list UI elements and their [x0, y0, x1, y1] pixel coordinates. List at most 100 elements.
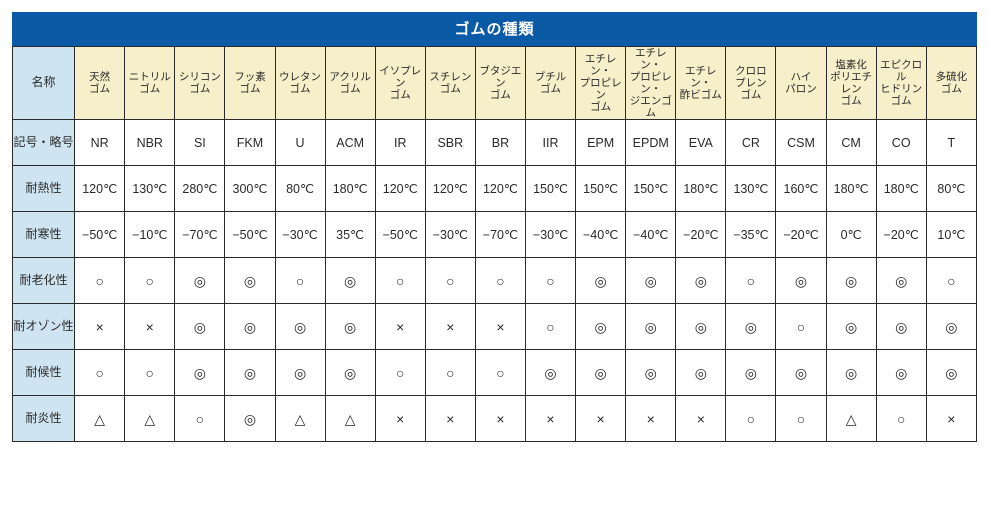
column-header: 多硫化ゴム	[926, 47, 976, 120]
column-header: クロロプレンゴム	[726, 47, 776, 120]
table-cell: −30℃	[525, 212, 575, 258]
table-cell: EPM	[576, 120, 626, 166]
table-cell: BR	[475, 120, 525, 166]
table-cell: ×	[576, 396, 626, 442]
table-cell: −40℃	[626, 212, 676, 258]
table-cell: ○	[926, 258, 976, 304]
table-row: 記号・略号NRNBRSIFKMUACMIRSBRBRIIREPMEPDMEVAC…	[13, 120, 977, 166]
table-cell: ◎	[225, 396, 275, 442]
table-cell: ◎	[926, 350, 976, 396]
table-cell: ◎	[275, 350, 325, 396]
table-cell: −50℃	[75, 212, 125, 258]
table-cell: −40℃	[576, 212, 626, 258]
table-cell: ×	[425, 396, 475, 442]
table-cell: CR	[726, 120, 776, 166]
table-cell: SI	[175, 120, 225, 166]
table-cell: 35℃	[325, 212, 375, 258]
table-cell: 0℃	[826, 212, 876, 258]
table-cell: ◎	[776, 258, 826, 304]
table-cell: −35℃	[726, 212, 776, 258]
column-header: シリコンゴム	[175, 47, 225, 120]
table-cell: ACM	[325, 120, 375, 166]
column-header: 天然ゴム	[75, 47, 125, 120]
table-cell: ○	[425, 350, 475, 396]
table-cell: ◎	[576, 350, 626, 396]
table-cell: ○	[876, 396, 926, 442]
table-cell: SBR	[425, 120, 475, 166]
table-cell: ◎	[676, 304, 726, 350]
table-cell: ×	[125, 304, 175, 350]
table-cell: ×	[375, 396, 425, 442]
table-cell: ◎	[175, 350, 225, 396]
table-cell: −20℃	[876, 212, 926, 258]
column-header: アクリルゴム	[325, 47, 375, 120]
table-cell: ◎	[826, 350, 876, 396]
table-cell: 180℃	[676, 166, 726, 212]
table-row: 耐寒性−50℃−10℃−70℃−50℃−30℃35℃−50℃−30℃−70℃−3…	[13, 212, 977, 258]
table-cell: ×	[75, 304, 125, 350]
row-header: 耐熱性	[13, 166, 75, 212]
table-cell: 300℃	[225, 166, 275, 212]
table-cell: 80℃	[275, 166, 325, 212]
table-cell: ×	[475, 396, 525, 442]
table-cell: FKM	[225, 120, 275, 166]
table-cell: △	[275, 396, 325, 442]
table-cell: △	[125, 396, 175, 442]
table-cell: ◎	[576, 304, 626, 350]
row-header: 耐寒性	[13, 212, 75, 258]
row-header: 耐老化性	[13, 258, 75, 304]
row-header: 耐候性	[13, 350, 75, 396]
table-cell: ◎	[676, 350, 726, 396]
table-cell: ×	[425, 304, 475, 350]
table-cell: IIR	[525, 120, 575, 166]
table-cell: ×	[926, 396, 976, 442]
table-cell: ◎	[726, 304, 776, 350]
table-cell: 130℃	[125, 166, 175, 212]
table-cell: −20℃	[776, 212, 826, 258]
table-cell: ○	[525, 304, 575, 350]
table-cell: NBR	[125, 120, 175, 166]
table-cell: ○	[125, 350, 175, 396]
table-row: 耐熱性120℃130℃280℃300℃80℃180℃120℃120℃120℃15…	[13, 166, 977, 212]
table-cell: ◎	[726, 350, 776, 396]
table-cell: 150℃	[525, 166, 575, 212]
table-cell: ◎	[826, 304, 876, 350]
table-cell: 130℃	[726, 166, 776, 212]
table-cell: ○	[375, 350, 425, 396]
table-cell: 120℃	[475, 166, 525, 212]
column-header: エチレン・プロピレンゴム	[576, 47, 626, 120]
table-cell: ◎	[626, 304, 676, 350]
table-cell: ◎	[876, 304, 926, 350]
table-cell: ◎	[325, 304, 375, 350]
title-text: ゴムの種類	[454, 21, 534, 38]
table-cell: 120℃	[375, 166, 425, 212]
table-cell: 180℃	[826, 166, 876, 212]
table-cell: −70℃	[475, 212, 525, 258]
table-cell: U	[275, 120, 325, 166]
corner-cell: 名称	[13, 47, 75, 120]
table-cell: ○	[776, 304, 826, 350]
row-header: 耐炎性	[13, 396, 75, 442]
table-cell: ◎	[175, 304, 225, 350]
table-cell: 160℃	[776, 166, 826, 212]
column-header: フッ素ゴム	[225, 47, 275, 120]
table-row: 耐オゾン性××◎◎◎◎×××○◎◎◎◎○◎◎◎	[13, 304, 977, 350]
column-header: ウレタンゴム	[275, 47, 325, 120]
table-cell: −70℃	[175, 212, 225, 258]
table-cell: CM	[826, 120, 876, 166]
column-header: ニトリルゴム	[125, 47, 175, 120]
table-cell: ○	[375, 258, 425, 304]
table-cell: ◎	[275, 304, 325, 350]
column-header: 塩素化ポリエチレンゴム	[826, 47, 876, 120]
table-cell: ○	[75, 350, 125, 396]
table-cell: −30℃	[425, 212, 475, 258]
row-header: 耐オゾン性	[13, 304, 75, 350]
table-cell: ◎	[325, 350, 375, 396]
table-cell: ○	[525, 258, 575, 304]
table-cell: −10℃	[125, 212, 175, 258]
table-cell: ○	[726, 258, 776, 304]
table-cell: 180℃	[876, 166, 926, 212]
table-cell: ○	[75, 258, 125, 304]
title-bar: ゴムの種類	[12, 12, 977, 46]
table-cell: ○	[175, 396, 225, 442]
